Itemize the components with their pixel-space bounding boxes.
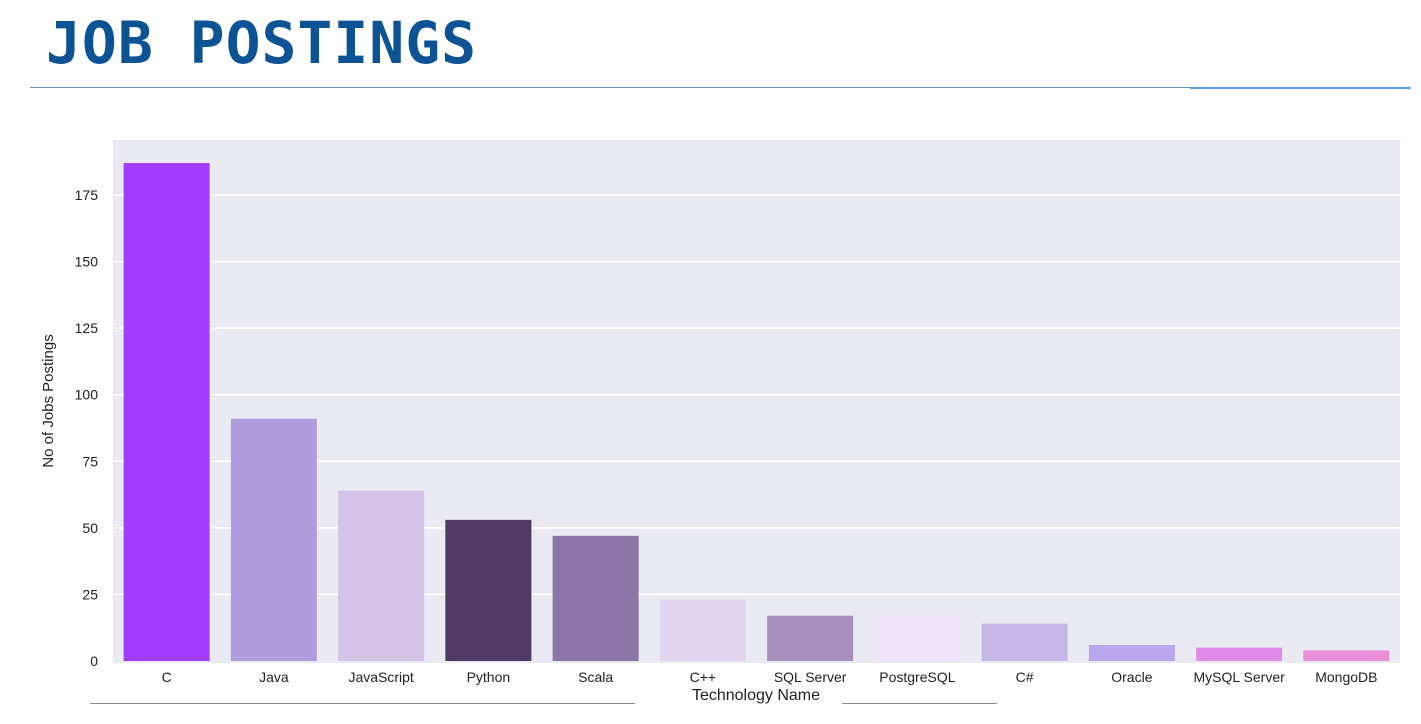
x-tick-label: C++ (690, 669, 716, 685)
bars (123, 163, 1390, 661)
x-tick-label: SQL Server (774, 669, 847, 685)
y-tick-labels: 0 25 50 75 100 125 150 175 (75, 187, 99, 669)
bar-scala (552, 535, 639, 661)
x-tick-label: Scala (578, 669, 613, 685)
x-tick-label: Oracle (1111, 669, 1152, 685)
page-title: JOB POSTINGS (46, 9, 478, 77)
x-tick-labels: C Java JavaScript Python Scala C++ SQL Server P… (162, 669, 1378, 685)
bar-javascript (338, 490, 425, 661)
bar-postgresql (874, 615, 961, 661)
bar-mysql-server (1196, 647, 1283, 661)
x-tick-label: MongoDB (1315, 669, 1377, 685)
title-divider (30, 87, 1411, 88)
y-tick-label: 25 (82, 586, 98, 602)
x-tick-label: C (162, 669, 172, 685)
y-tick-label: 175 (75, 187, 99, 203)
y-axis-label: No of Jobs Postings (40, 334, 57, 467)
x-tick-label: PostgreSQL (879, 669, 955, 685)
title-divider-accent (1190, 87, 1411, 89)
y-tick-label: 50 (82, 520, 98, 536)
y-tick-label: 125 (75, 320, 99, 336)
bar-mongodb (1303, 650, 1390, 661)
x-tick-label: C# (1016, 669, 1034, 685)
x-tick-label: Python (467, 669, 511, 685)
y-tick-label: 150 (75, 254, 99, 270)
bar-sql-server (767, 615, 854, 661)
bar-java (230, 418, 317, 661)
x-tick-label: Java (259, 669, 289, 685)
plot-area (113, 140, 1400, 663)
grid-lines (113, 194, 1400, 596)
y-tick-label: 0 (90, 653, 98, 669)
y-tick-label: 100 (75, 387, 99, 403)
y-tick-label: 75 (82, 453, 98, 469)
x-tick-label: JavaScript (348, 669, 413, 685)
x-tick-label: MySQL Server (1193, 669, 1285, 685)
bar-c (123, 163, 210, 661)
bar-oracle (1088, 645, 1175, 661)
bar-c (981, 623, 1068, 661)
bar-python (445, 519, 532, 661)
x-axis-label: Technology Name (692, 687, 820, 704)
bar-c (659, 599, 746, 661)
bottom-divider-left (90, 703, 635, 704)
bottom-divider-right (842, 703, 997, 704)
